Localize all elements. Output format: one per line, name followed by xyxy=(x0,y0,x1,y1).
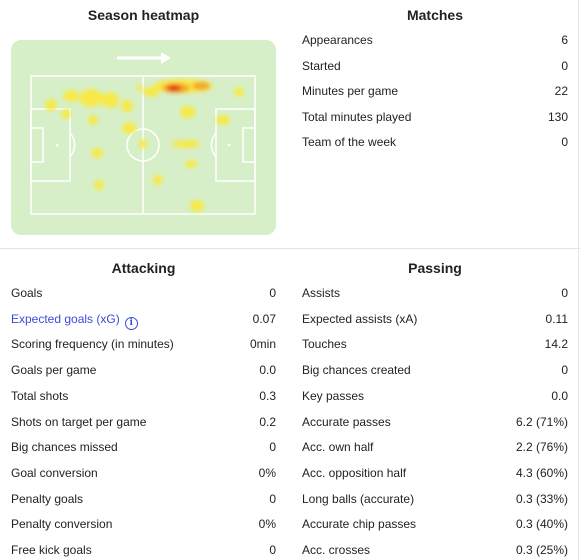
attacking-title: Attacking xyxy=(111,260,176,276)
matches-row: Total minutes played 130 xyxy=(302,109,568,125)
stat-value: 0% xyxy=(258,466,276,480)
passing-row: Key passes 0.0 xyxy=(302,388,568,404)
stat-label: Total minutes played xyxy=(302,110,412,124)
stat-label[interactable]: Expected goals (xG) i xyxy=(11,311,138,330)
stat-label: Acc. crosses xyxy=(302,543,371,557)
passing-row: Acc. crosses 0.3 (25%) xyxy=(302,542,568,558)
stat-value: 0% xyxy=(258,517,276,531)
stat-label: Assists xyxy=(302,286,341,300)
matches-row: Minutes per game 22 xyxy=(302,83,568,99)
attacking-row: Total shots 0.3 xyxy=(11,388,276,404)
stat-value: 0.0 xyxy=(551,389,568,403)
stat-label: Scoring frequency (in minutes) xyxy=(11,337,174,351)
attacking-row: Goal conversion 0% xyxy=(11,465,276,481)
attacking-row: Expected goals (xG) i 0.07 xyxy=(11,311,276,330)
stat-value: 14.2 xyxy=(544,337,568,351)
stat-value: 0 xyxy=(269,440,276,454)
attacking-row: Goals per game 0.0 xyxy=(11,362,276,378)
stat-value: 0 xyxy=(561,59,568,73)
passing-row: Assists 0 xyxy=(302,285,568,301)
attacking-row: Free kick goals 0 xyxy=(11,542,276,558)
stat-label: Big chances created xyxy=(302,363,411,377)
passing-row: Expected assists (xA) 0.11 xyxy=(302,311,568,327)
stat-label: Goals per game xyxy=(11,363,97,377)
attacking-row: Penalty goals 0 xyxy=(11,491,276,507)
season-heatmap xyxy=(11,40,276,235)
passing-row: Accurate passes 6.2 (71%) xyxy=(302,414,568,430)
matches-row: Appearances 6 xyxy=(302,32,568,48)
attacking-row: Shots on target per game 0.2 xyxy=(11,414,276,430)
attacking-row: Big chances missed 0 xyxy=(11,439,276,455)
stat-value: 0 xyxy=(561,363,568,377)
stat-value: 0 xyxy=(561,135,568,149)
info-icon[interactable]: i xyxy=(124,317,138,330)
passing-row: Acc. opposition half 4.3 (60%) xyxy=(302,465,568,481)
stat-label: Shots on target per game xyxy=(11,415,147,429)
stat-label: Long balls (accurate) xyxy=(302,492,415,506)
stat-value: 0.3 (40%) xyxy=(515,517,568,531)
passing-title: Passing xyxy=(408,260,462,276)
stat-label: Team of the week xyxy=(302,135,397,149)
stat-label: Accurate chip passes xyxy=(302,517,417,531)
passing-row: Acc. own half 2.2 (76%) xyxy=(302,439,568,455)
stat-label: Expected assists (xA) xyxy=(302,312,418,326)
matches-row: Started 0 xyxy=(302,58,568,74)
stat-value: 0.07 xyxy=(252,312,276,326)
stat-value: 4.3 (60%) xyxy=(515,466,568,480)
column-divider xyxy=(578,0,579,560)
section-divider xyxy=(0,248,580,249)
stat-value: 0 xyxy=(269,543,276,557)
passing-row: Big chances created 0 xyxy=(302,362,568,378)
stat-value: 0.3 xyxy=(259,389,276,403)
stat-label: Total shots xyxy=(11,389,69,403)
stat-value: 6.2 (71%) xyxy=(515,415,568,429)
passing-row: Long balls (accurate) 0.3 (33%) xyxy=(302,491,568,507)
stat-value: 0 xyxy=(561,286,568,300)
stat-label: Acc. own half xyxy=(302,440,374,454)
matches-row: Team of the week 0 xyxy=(302,134,568,150)
passing-row: Touches 14.2 xyxy=(302,336,568,352)
attacking-row: Penalty conversion 0% xyxy=(11,516,276,532)
stat-label: Penalty conversion xyxy=(11,517,113,531)
stat-value: 22 xyxy=(554,84,568,98)
stat-value: 6 xyxy=(561,33,568,47)
stat-label: Accurate passes xyxy=(302,415,391,429)
stat-value: 0.0 xyxy=(259,363,276,377)
stat-label: Minutes per game xyxy=(302,84,399,98)
attacking-row: Goals 0 xyxy=(11,285,276,301)
stat-value: 130 xyxy=(547,110,568,124)
stat-label: Goal conversion xyxy=(11,466,98,480)
stat-label: Free kick goals xyxy=(11,543,92,557)
pitch xyxy=(30,52,256,215)
stat-label: Goals xyxy=(11,286,43,300)
stat-label: Acc. opposition half xyxy=(302,466,407,480)
stat-label: Penalty goals xyxy=(11,492,84,506)
matches-title: Matches xyxy=(406,7,464,23)
stat-value: 0.11 xyxy=(545,312,568,326)
stat-value: 0 xyxy=(269,286,276,300)
stat-value: 2.2 (76%) xyxy=(515,440,568,454)
stat-value: 0.2 xyxy=(259,415,276,429)
heatmap-title: Season heatmap xyxy=(87,7,200,23)
attack-direction-arrow-icon xyxy=(117,52,171,64)
heat-zones xyxy=(45,79,244,212)
stat-label: Touches xyxy=(302,337,347,351)
stat-label: Big chances missed xyxy=(11,440,118,454)
stat-label: Started xyxy=(302,59,341,73)
stat-value: 0.3 (33%) xyxy=(515,492,568,506)
stat-label: Key passes xyxy=(302,389,365,403)
stat-value: 0 xyxy=(269,492,276,506)
stat-value: 0min xyxy=(249,337,276,351)
attacking-row: Scoring frequency (in minutes) 0min xyxy=(11,336,276,352)
stat-value: 0.3 (25%) xyxy=(515,543,568,557)
passing-row: Accurate chip passes 0.3 (40%) xyxy=(302,516,568,532)
stat-label: Appearances xyxy=(302,33,373,47)
